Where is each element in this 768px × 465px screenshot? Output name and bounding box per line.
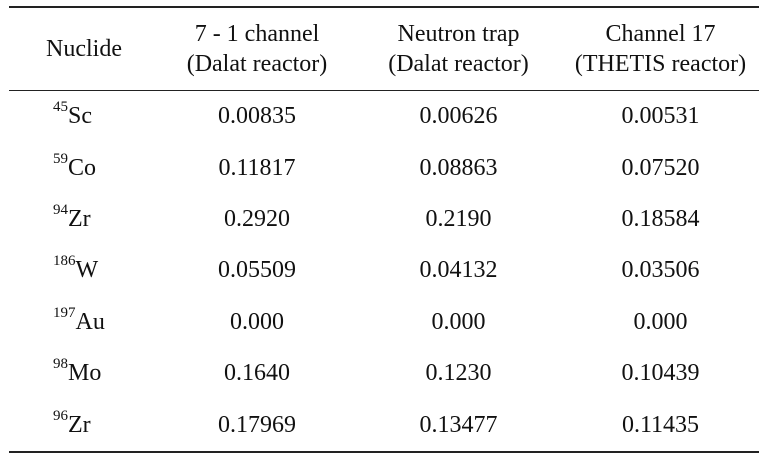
- element-symbol: Mo: [68, 360, 102, 387]
- table-row: 197Au 0.000 0.000 0.000: [9, 297, 759, 348]
- value-cell: 0.00835: [218, 103, 296, 130]
- element-symbol: Au: [75, 308, 105, 335]
- header-neutron-trap: Neutron trap (Dalat reactor): [388, 21, 529, 77]
- mass-number: 59: [53, 150, 68, 167]
- nuclide-cell: 186W: [9, 245, 159, 296]
- mass-number: 45: [53, 99, 68, 116]
- nuclide-cell: 98Mo: [9, 348, 159, 399]
- value-cell: 0.07520: [621, 154, 700, 181]
- mass-number: 96: [53, 407, 68, 424]
- element-symbol: Sc: [68, 103, 92, 130]
- value-cell: 0.2920: [224, 205, 290, 232]
- nuclide-cell: 94Zr: [9, 194, 159, 245]
- mass-number: 186: [53, 253, 76, 270]
- table-row: 96Zr 0.17969 0.13477 0.11435: [9, 399, 759, 452]
- header-channel-17: Channel 17 (THETIS reactor): [574, 21, 747, 77]
- element-symbol: Zr: [68, 205, 91, 232]
- value-cell: 0.2190: [425, 205, 492, 232]
- value-cell: 0.1640: [224, 360, 290, 387]
- header-7-1-channel: 7 - 1 channel (Dalat reactor): [186, 21, 328, 77]
- nuclide-cell: 59Co: [9, 142, 159, 193]
- element-symbol: Co: [68, 154, 97, 181]
- mass-number: 98: [53, 356, 68, 373]
- value-cell: 0.000: [431, 308, 486, 335]
- table-row: 94Zr 0.2920 0.2190 0.18584: [9, 194, 759, 245]
- nuclide-cell: 197Au: [9, 297, 159, 348]
- header-nuclide: Nuclide: [46, 36, 122, 62]
- value-cell: 0.11817: [218, 154, 296, 181]
- value-cell: 0.000: [633, 308, 688, 335]
- value-cell: 0.1230: [425, 360, 492, 387]
- value-cell: 0.18584: [621, 205, 700, 232]
- value-cell: 0.03506: [621, 257, 700, 284]
- value-cell: 0.17969: [218, 411, 296, 438]
- element-symbol: Zr: [68, 411, 91, 438]
- nuclide-cell: 96Zr: [9, 399, 159, 451]
- value-cell: 0.11435: [621, 411, 700, 438]
- value-cell: 0.04132: [419, 257, 498, 284]
- data-table-container: Nuclide 7 - 1 channel (Dalat reactor) Ne…: [9, 6, 759, 453]
- nuclide-cell: 45Sc: [9, 91, 159, 143]
- value-cell: 0.13477: [419, 411, 498, 438]
- value-cell: 0.00531: [621, 103, 700, 130]
- nuclide-table: Nuclide 7 - 1 channel (Dalat reactor) Ne…: [9, 6, 759, 453]
- value-cell: 0.00626: [419, 103, 498, 130]
- table-row: 98Mo 0.1640 0.1230 0.10439: [9, 348, 759, 399]
- mass-number: 94: [53, 201, 68, 218]
- header-row: Nuclide 7 - 1 channel (Dalat reactor) Ne…: [9, 7, 759, 91]
- table-row: 59Co 0.11817 0.08863 0.07520: [9, 142, 759, 193]
- table-row: 45Sc 0.00835 0.00626 0.00531: [9, 91, 759, 143]
- element-symbol: W: [75, 257, 99, 284]
- value-cell: 0.08863: [419, 154, 498, 181]
- mass-number: 197: [53, 304, 76, 321]
- value-cell: 0.10439: [621, 360, 700, 387]
- table-row: 186W 0.05509 0.04132 0.03506: [9, 245, 759, 296]
- value-cell: 0.000: [230, 308, 284, 335]
- value-cell: 0.05509: [218, 257, 296, 284]
